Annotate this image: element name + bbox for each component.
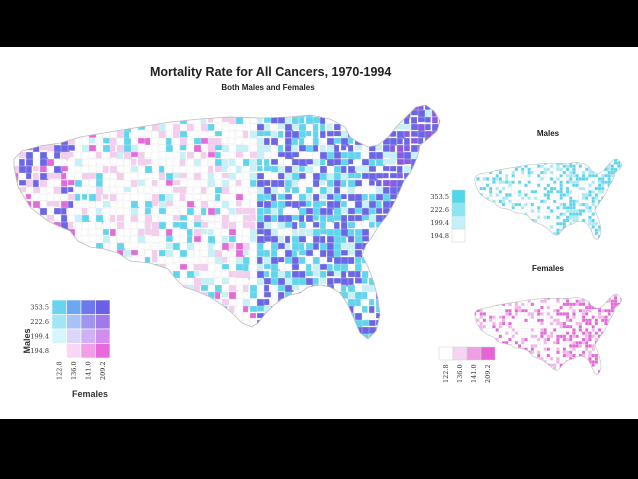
females-legend-label: 136.0 xyxy=(456,364,464,383)
legend-y-tick: 222.6 xyxy=(30,318,49,326)
females-legend-label: 209.2 xyxy=(484,364,492,383)
females-us-map xyxy=(474,293,623,376)
legend-x-tick: 136.0 xyxy=(70,361,78,380)
legend-y-axis-label: Males xyxy=(22,328,32,353)
bivariate-cell xyxy=(51,314,67,330)
bivariate-cell xyxy=(51,299,67,315)
males-legend-label: 199.4 xyxy=(430,219,449,227)
bivariate-cell xyxy=(51,343,67,359)
bivariate-legend: 353.5 222.6 199.4 194.8 122.8 136.0 141.0 209.… xyxy=(22,299,111,399)
males-legend-label: 194.8 xyxy=(430,232,449,240)
legend-y-tick: 194.8 xyxy=(30,347,49,355)
males-legend: 353.5 222.6 199.4 194.8 xyxy=(430,189,466,243)
legend-x-tick: 209.2 xyxy=(99,361,107,380)
bivariate-cell xyxy=(80,328,96,344)
bivariate-cell xyxy=(95,299,111,315)
females-legend: 122.8 136.0 141.0 209.2 xyxy=(438,346,496,383)
map-title: Mortality Rate for All Cancers, 1970-199… xyxy=(150,65,392,79)
bivariate-cell xyxy=(80,343,96,359)
bivariate-cell xyxy=(66,314,82,330)
bivariate-cell xyxy=(80,314,96,330)
legend-y-tick: 353.5 xyxy=(30,303,49,311)
males-map-title: Males xyxy=(536,129,560,138)
males-legend-label: 353.5 xyxy=(430,193,449,201)
males-us-map xyxy=(474,158,623,241)
females-legend-swatch xyxy=(466,346,482,361)
maps-canvas: 353.5 222.6 199.4 194.8 122.8 136.0 141.0 209.… xyxy=(13,104,623,399)
bivariate-cell xyxy=(95,328,111,344)
legend-x-tick: 122.8 xyxy=(55,361,63,380)
bivariate-cell xyxy=(66,328,82,344)
females-legend-label: 141.0 xyxy=(470,364,478,383)
bivariate-cell xyxy=(95,314,111,330)
bivariate-cell xyxy=(80,299,96,315)
males-legend-label: 222.6 xyxy=(430,206,449,214)
females-legend-swatch xyxy=(480,346,496,361)
bivariate-cell xyxy=(66,343,82,359)
bivariate-cell xyxy=(66,299,82,315)
males-legend-swatch xyxy=(451,215,466,230)
slide: Mortality Rate for All Cancers, 1970-199… xyxy=(0,47,638,419)
males-legend-swatch xyxy=(451,228,466,243)
bivariate-cell xyxy=(51,328,67,344)
females-legend-swatch xyxy=(452,346,468,361)
females-legend-swatch xyxy=(438,346,454,361)
legend-y-tick: 199.4 xyxy=(30,332,49,340)
bivariate-cell xyxy=(95,343,111,359)
legend-x-axis-label: Females xyxy=(72,389,108,399)
males-legend-swatch xyxy=(451,202,466,217)
map-subtitle: Both Males and Females xyxy=(221,83,315,92)
legend-x-tick: 141.0 xyxy=(84,361,92,380)
females-map-title: Females xyxy=(531,264,565,273)
males-legend-swatch xyxy=(451,189,466,204)
females-legend-label: 122.8 xyxy=(442,364,450,383)
